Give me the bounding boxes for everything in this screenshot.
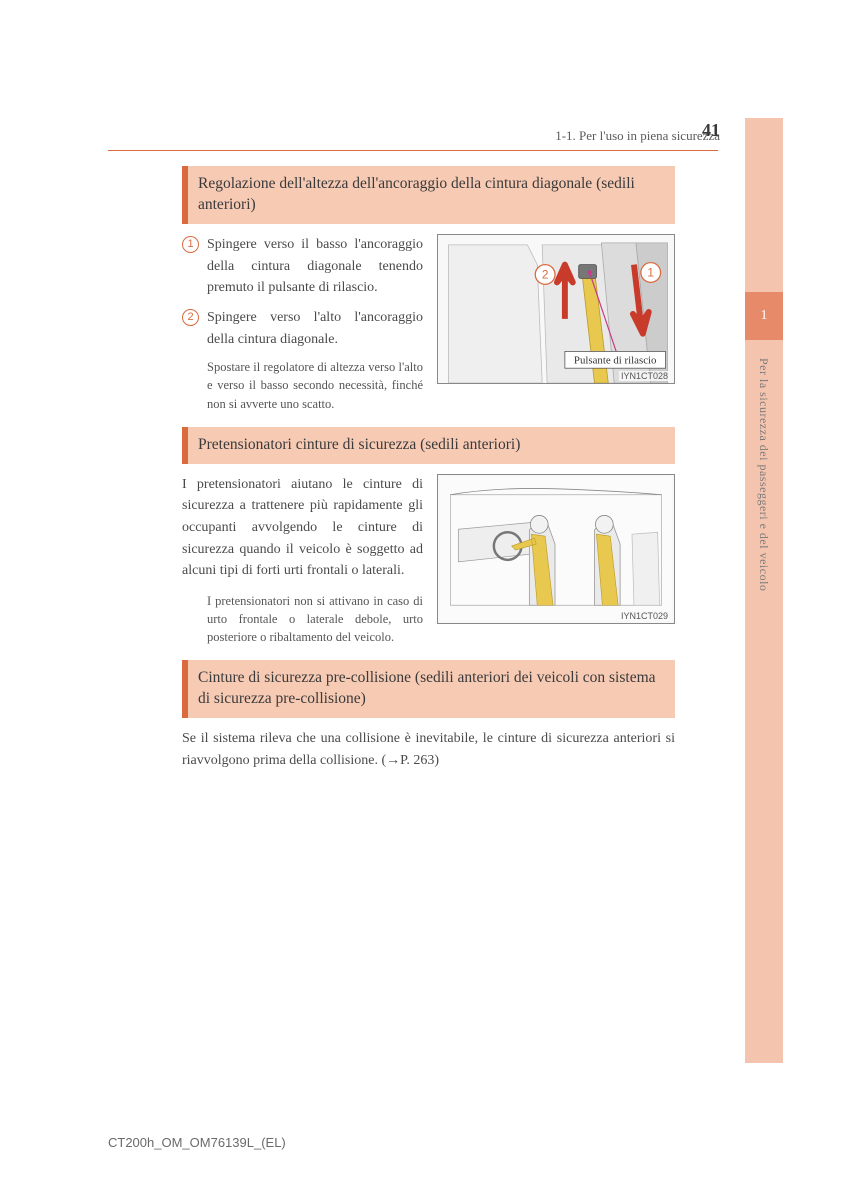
- section-title-text: Regolazione dell'altezza dell'ancoraggio…: [198, 175, 635, 213]
- seatbelt-anchor-illustration: 2 1 Pulsante di rilascio: [438, 235, 674, 383]
- section-breadcrumb: 1-1. Per l'uso in piena sicurezza: [555, 128, 720, 144]
- figure-pretensioner: IYN1CT029: [437, 474, 675, 624]
- figure-code: IYN1CT028: [619, 371, 670, 381]
- text-column: I pretensionatori aiutano le cinture di …: [182, 474, 423, 647]
- instruction-step: 1 Spingere verso il basso l'ancoraggio d…: [182, 234, 423, 299]
- pretensioner-illustration: [438, 475, 674, 623]
- body-text: I pretensionatori aiutano le cinture di …: [182, 474, 423, 582]
- section-body: I pretensionatori aiutano le cinture di …: [182, 474, 675, 647]
- section-heading: Pretensionatori cinture di sicurezza (se…: [182, 427, 675, 464]
- figure-marker-2: 2: [542, 267, 549, 281]
- header-divider: [108, 150, 718, 151]
- text-column: 1 Spingere verso il basso l'ancoraggio d…: [182, 234, 423, 413]
- figure-marker-1: 1: [647, 265, 654, 279]
- section-heading: Cinture di sicurezza pre-collisione (sed…: [182, 660, 675, 718]
- document-code: CT200h_OM_OM76139L_(EL): [108, 1135, 286, 1150]
- step-marker-2: 2: [182, 309, 199, 326]
- figure-code: IYN1CT029: [619, 611, 670, 621]
- step-text: Spingere verso l'alto l'ancoraggio della…: [207, 307, 423, 350]
- step-text: Spingere verso il basso l'ancoraggio del…: [207, 234, 423, 299]
- instruction-note: Spostare il regolatore di altezza verso …: [207, 358, 423, 412]
- section-heading: Regolazione dell'altezza dell'ancoraggio…: [182, 166, 675, 224]
- chapter-number: 1: [761, 308, 768, 324]
- chapter-title-vertical: Per la sicurezza dei passeggeri e del ve…: [756, 358, 771, 591]
- instruction-step: 2 Spingere verso l'alto l'ancoraggio del…: [182, 307, 423, 350]
- section-title-text: Pretensionatori cinture di sicurezza (se…: [198, 436, 520, 453]
- callout-label: Pulsante di rilascio: [574, 354, 657, 366]
- section-body: 1 Spingere verso il basso l'ancoraggio d…: [182, 234, 675, 413]
- figure-seatbelt-anchor: 2 1 Pulsante di rilascio IYN1CT028: [437, 234, 675, 384]
- page: 1 Per la sicurezza dei passeggeri e del …: [0, 0, 848, 1200]
- section-title-text: Cinture di sicurezza pre-collisione (sed…: [198, 669, 656, 707]
- main-content: Regolazione dell'altezza dell'ancoraggio…: [182, 166, 675, 772]
- step-marker-1: 1: [182, 236, 199, 253]
- instruction-note: I pretensionatori non si attivano in cas…: [207, 592, 423, 646]
- page-number: 41: [702, 120, 720, 141]
- body-text: Se il sistema rileva che una collisione …: [182, 728, 675, 771]
- chapter-tab: 1: [745, 292, 783, 340]
